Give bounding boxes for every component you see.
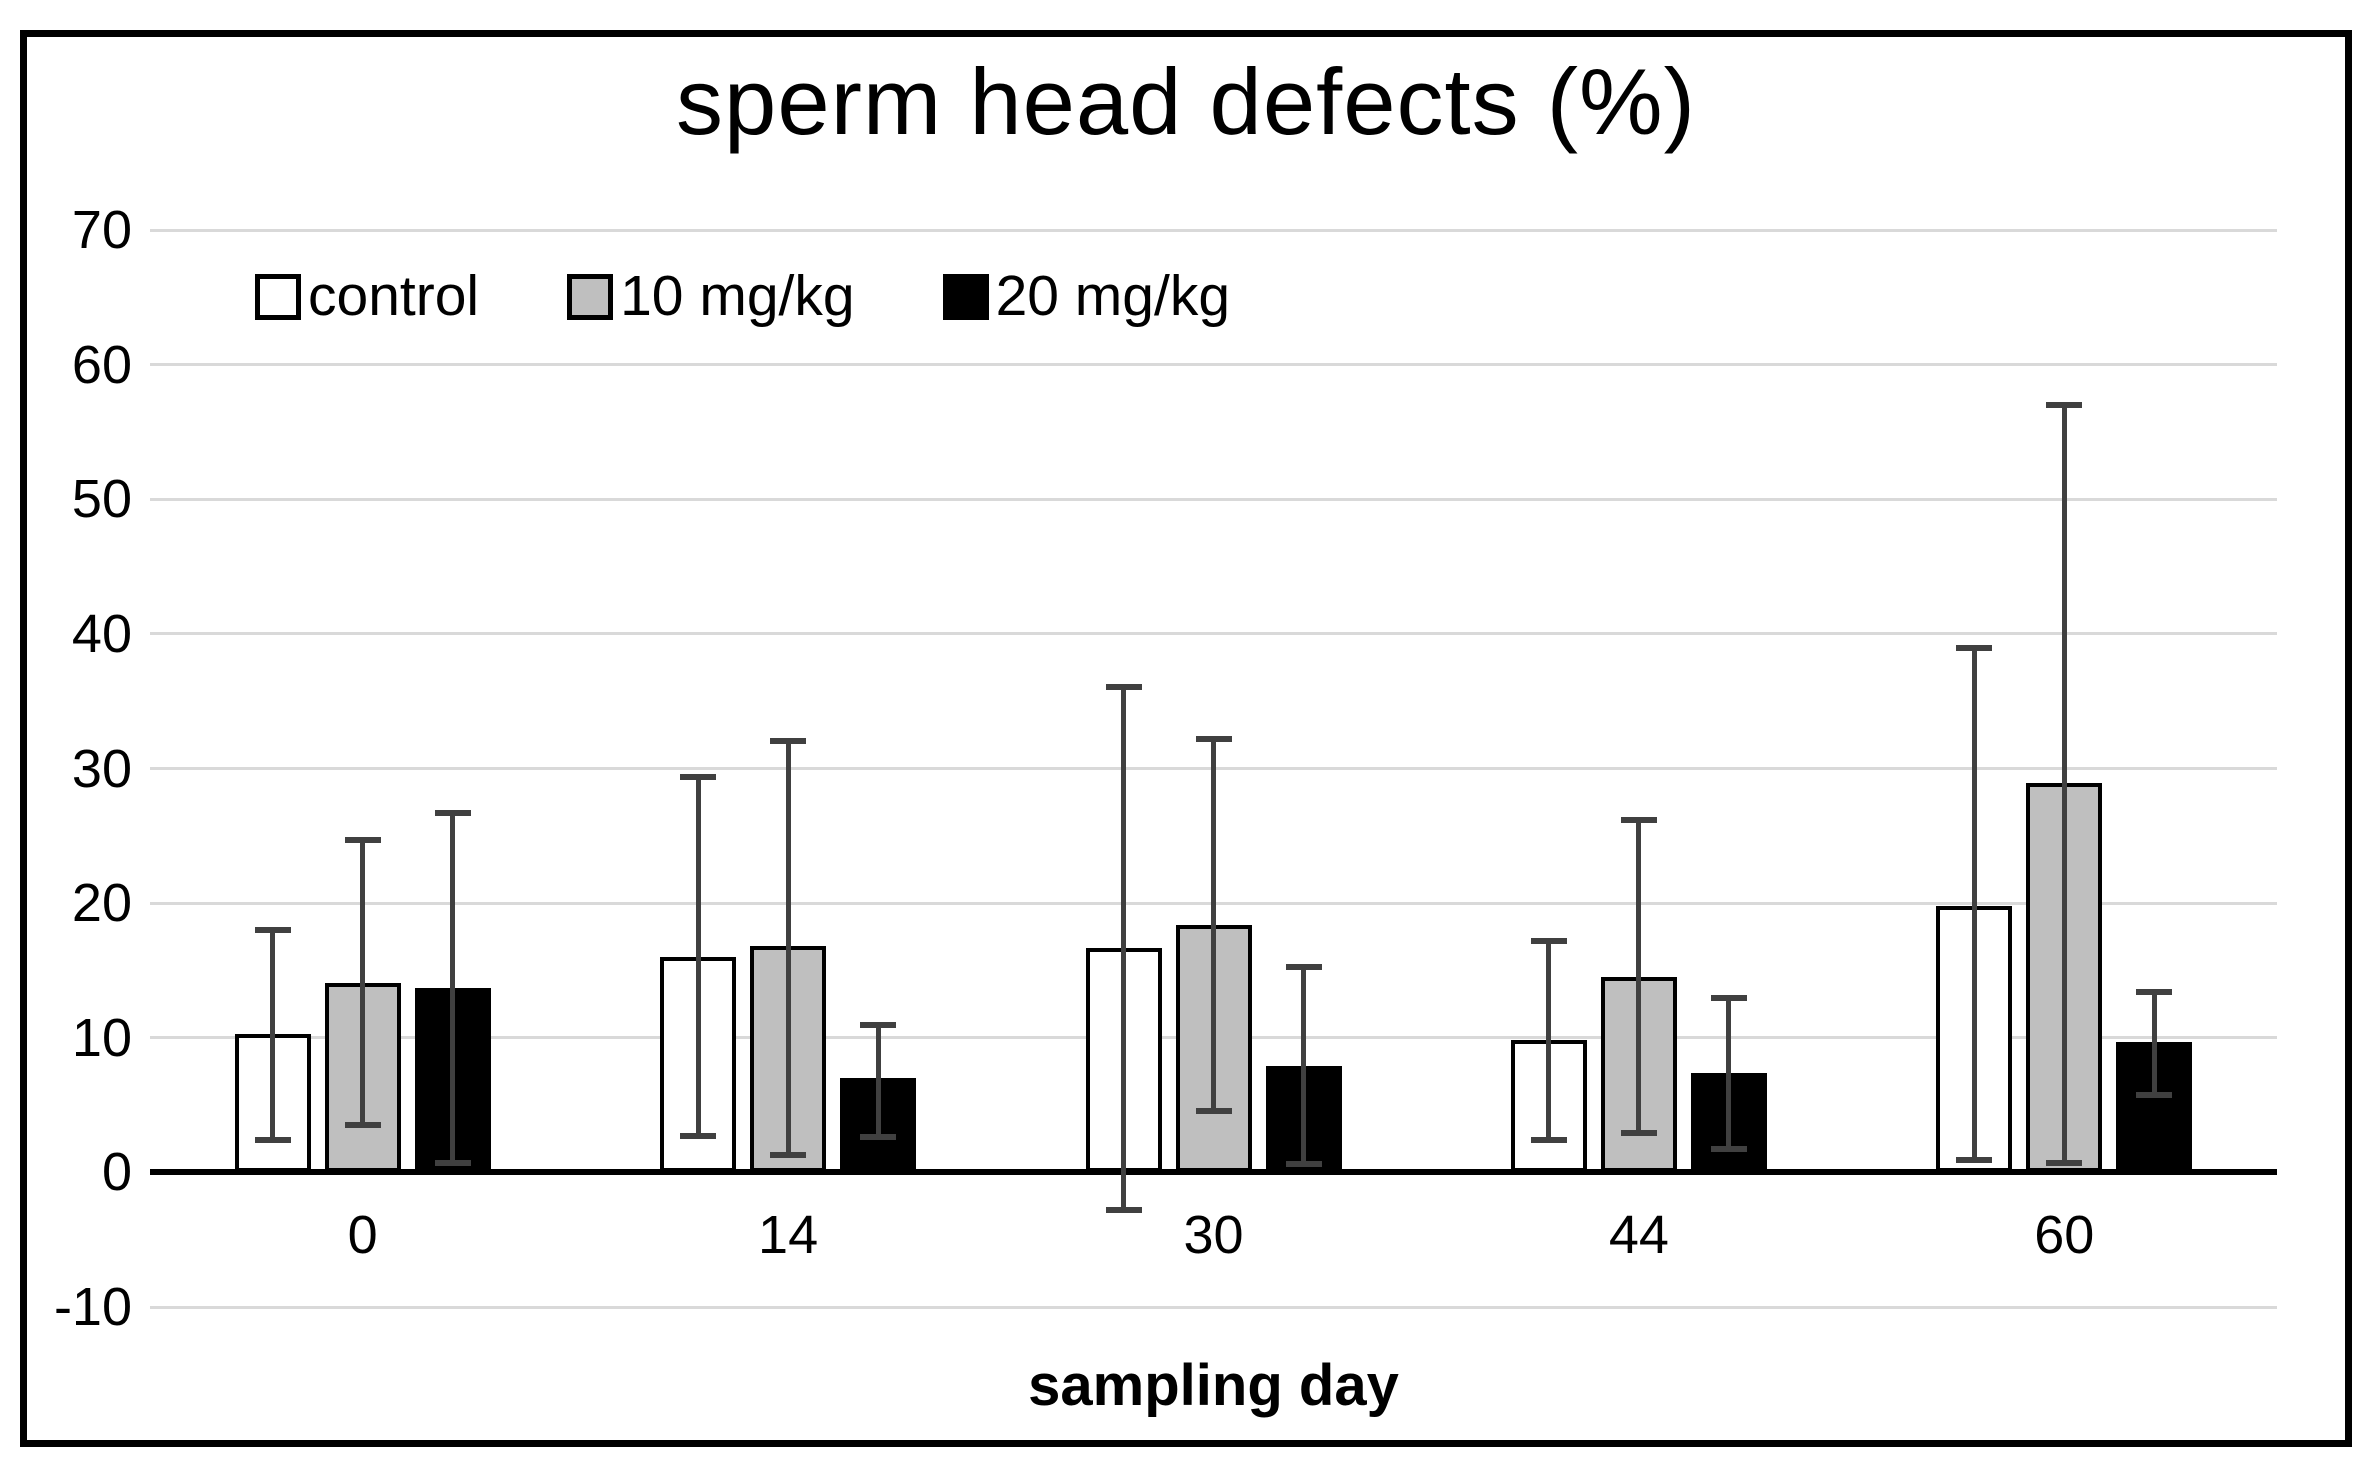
x-tick-label-14: 14 [758, 1205, 819, 1266]
y-tick-label-10: 10 [71, 1007, 132, 1068]
error-bar-line-control-day60 [1971, 644, 1977, 1163]
error-bar-line-20mgkg-day14 [875, 1021, 881, 1141]
error-bar-control-day44 [1530, 938, 1567, 1143]
error-bar-cap-top-control-day0 [254, 927, 291, 934]
error-bar-20mgkg-day0 [434, 810, 471, 1166]
error-bar-line-10mgkg-day60 [2061, 402, 2067, 1166]
error-bar-10mgkg-day14 [770, 737, 807, 1158]
legend-item-control: control [255, 268, 479, 325]
legend-swatch-control [255, 273, 301, 320]
error-bar-line-20mgkg-day60 [2151, 989, 2157, 1099]
error-bar-cap-bottom-10mgkg-day44 [1620, 1130, 1657, 1136]
error-bar-cap-bottom-control-day0 [254, 1136, 291, 1143]
x-tick-label-30: 30 [1183, 1205, 1244, 1266]
y-tick-label--10: -10 [53, 1277, 132, 1337]
gridline-y70 [150, 228, 2277, 232]
error-bar-cap-top-10mgkg-day44 [1620, 816, 1657, 823]
legend-label-20mgkg: 20 mg/kg [995, 264, 1231, 328]
error-bar-cap-bottom-20mgkg-day60 [2136, 1092, 2173, 1099]
error-bar-control-day30 [1105, 683, 1142, 1213]
error-bar-20mgkg-day14 [860, 1021, 897, 1141]
legend-label-control: control [308, 264, 480, 328]
gridline-y50 [150, 497, 2277, 501]
error-bar-line-control-day44 [1546, 938, 1552, 1143]
legend-swatch-20mgkg [942, 273, 989, 320]
error-bar-line-20mgkg-day0 [450, 810, 456, 1166]
error-bar-line-20mgkg-day44 [1726, 994, 1732, 1153]
error-bar-cap-top-10mgkg-day14 [770, 737, 807, 744]
error-bar-cap-bottom-20mgkg-day30 [1285, 1160, 1322, 1167]
error-bar-cap-top-20mgkg-day60 [2136, 989, 2173, 996]
error-bar-cap-bottom-control-day14 [680, 1132, 717, 1139]
error-bar-cap-bottom-10mgkg-day0 [344, 1121, 381, 1128]
x-tick-label-60: 60 [2034, 1205, 2095, 1266]
plot-area [150, 228, 2277, 1309]
error-bar-cap-bottom-control-day44 [1530, 1136, 1567, 1143]
error-bar-10mgkg-day60 [2046, 402, 2083, 1166]
gridline-y40 [150, 632, 2277, 636]
error-bar-cap-top-control-day60 [1956, 644, 1993, 651]
error-bar-line-control-day0 [270, 927, 276, 1143]
error-bar-20mgkg-day60 [2136, 989, 2173, 1099]
gridline-y60 [150, 363, 2277, 367]
error-bar-cap-bottom-10mgkg-day14 [770, 1151, 807, 1158]
error-bar-20mgkg-day44 [1710, 994, 1747, 1153]
error-bar-control-day60 [1956, 644, 1993, 1163]
error-bar-cap-top-20mgkg-day30 [1285, 963, 1322, 970]
y-tick-label-70: 70 [71, 200, 132, 260]
y-tick-label-40: 40 [71, 603, 132, 664]
error-bar-cap-top-10mgkg-day0 [344, 837, 381, 844]
error-bar-cap-bottom-20mgkg-day0 [434, 1159, 471, 1166]
error-bar-line-20mgkg-day30 [1301, 963, 1306, 1167]
error-bar-cap-top-control-day30 [1105, 683, 1142, 690]
error-bar-line-10mgkg-day0 [360, 837, 366, 1128]
error-bar-line-10mgkg-day44 [1636, 816, 1642, 1136]
y-tick-label-20: 20 [71, 873, 132, 934]
error-bar-line-control-day30 [1121, 683, 1126, 1213]
legend-label-10mgkg: 10 mg/kg [620, 264, 855, 328]
error-bar-cap-top-10mgkg-day60 [2046, 402, 2083, 409]
figure-border [20, 30, 2352, 1447]
error-bar-cap-bottom-20mgkg-day44 [1710, 1146, 1747, 1153]
legend-swatch-10mgkg [567, 273, 614, 320]
x-tick-label-44: 44 [1608, 1205, 1669, 1266]
error-bar-cap-bottom-20mgkg-day14 [860, 1134, 897, 1141]
error-bar-10mgkg-day0 [344, 837, 381, 1128]
y-tick-label-50: 50 [71, 469, 132, 530]
error-bar-cap-top-20mgkg-day44 [1710, 994, 1747, 1001]
legend: control 10 mg/kg 20 mg/kg [255, 268, 1230, 325]
error-bar-20mgkg-day30 [1285, 963, 1322, 1167]
error-bar-cap-top-10mgkg-day30 [1195, 736, 1232, 743]
error-bar-cap-top-control-day44 [1530, 938, 1567, 945]
x-tick-label-0: 0 [347, 1205, 378, 1266]
legend-item-20mgkg: 20 mg/kg [942, 264, 1231, 328]
y-tick-label-30: 30 [71, 738, 132, 799]
error-bar-control-day14 [680, 773, 717, 1139]
error-bar-cap-bottom-control-day60 [1956, 1156, 1993, 1163]
error-bar-line-control-day14 [695, 773, 701, 1139]
error-bar-control-day0 [254, 927, 291, 1143]
x-axis-title: sampling day [1028, 1353, 1399, 1418]
error-bar-line-10mgkg-day14 [785, 737, 791, 1158]
gridline-y-10 [150, 1305, 2277, 1309]
error-bar-10mgkg-day44 [1620, 816, 1657, 1136]
error-bar-cap-top-control-day14 [680, 773, 717, 780]
chart-title: sperm head defects (%) [676, 49, 1696, 154]
error-bar-10mgkg-day30 [1195, 736, 1232, 1115]
y-tick-label-60: 60 [71, 334, 132, 395]
y-tick-label-0: 0 [101, 1142, 132, 1203]
error-bar-cap-bottom-10mgkg-day60 [2046, 1159, 2083, 1166]
error-bar-cap-bottom-control-day30 [1105, 1206, 1142, 1213]
legend-item-10mgkg: 10 mg/kg [567, 264, 855, 328]
x-axis-line [150, 1169, 2277, 1176]
error-bar-cap-bottom-10mgkg-day30 [1195, 1108, 1232, 1115]
error-bar-line-10mgkg-day30 [1211, 736, 1216, 1115]
error-bar-cap-top-20mgkg-day0 [434, 810, 471, 817]
error-bar-cap-top-20mgkg-day14 [860, 1021, 897, 1028]
